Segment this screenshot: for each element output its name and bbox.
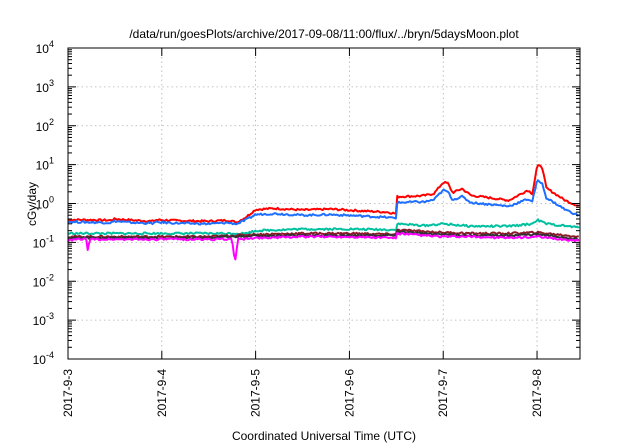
series-line [67, 179, 580, 226]
y-tick-label: 10-1 [33, 233, 54, 250]
x-tick-label: 2017-9-6 [342, 369, 356, 417]
tick-group: 10-4 10-3 10-2 10-1 100 101 102 103 104 2017-9-3 2… [33, 39, 580, 417]
x-tick-label: 2017-9-5 [249, 369, 263, 417]
x-axis-label: Coordinated Universal Time (UTC) [232, 429, 416, 443]
x-tick-label: 2017-9-3 [61, 369, 75, 417]
series-line [67, 218, 580, 236]
y-tick-label: 10-4 [33, 350, 54, 367]
series-group [67, 164, 580, 261]
y-tick-label: 104 [36, 39, 54, 56]
series-line [67, 231, 580, 261]
y-tick-label: 102 [36, 117, 54, 134]
x-tick-label: 2017-9-8 [530, 369, 544, 417]
y-axis-label: cGy/day [25, 182, 39, 226]
y-tick-label: 10-2 [33, 272, 54, 289]
y-tick-label: 100 [36, 195, 54, 212]
x-tick-label: 2017-9-4 [155, 369, 169, 417]
x-tick-label: 2017-9-7 [436, 369, 450, 417]
chart-title: /data/run/goesPlots/archive/2017-09-08/1… [129, 27, 519, 41]
grid [68, 48, 580, 359]
y-tick-label: 101 [36, 156, 54, 173]
y-tick-label: 10-3 [33, 311, 54, 328]
series-line [67, 164, 580, 224]
y-tick-label: 103 [36, 78, 54, 95]
